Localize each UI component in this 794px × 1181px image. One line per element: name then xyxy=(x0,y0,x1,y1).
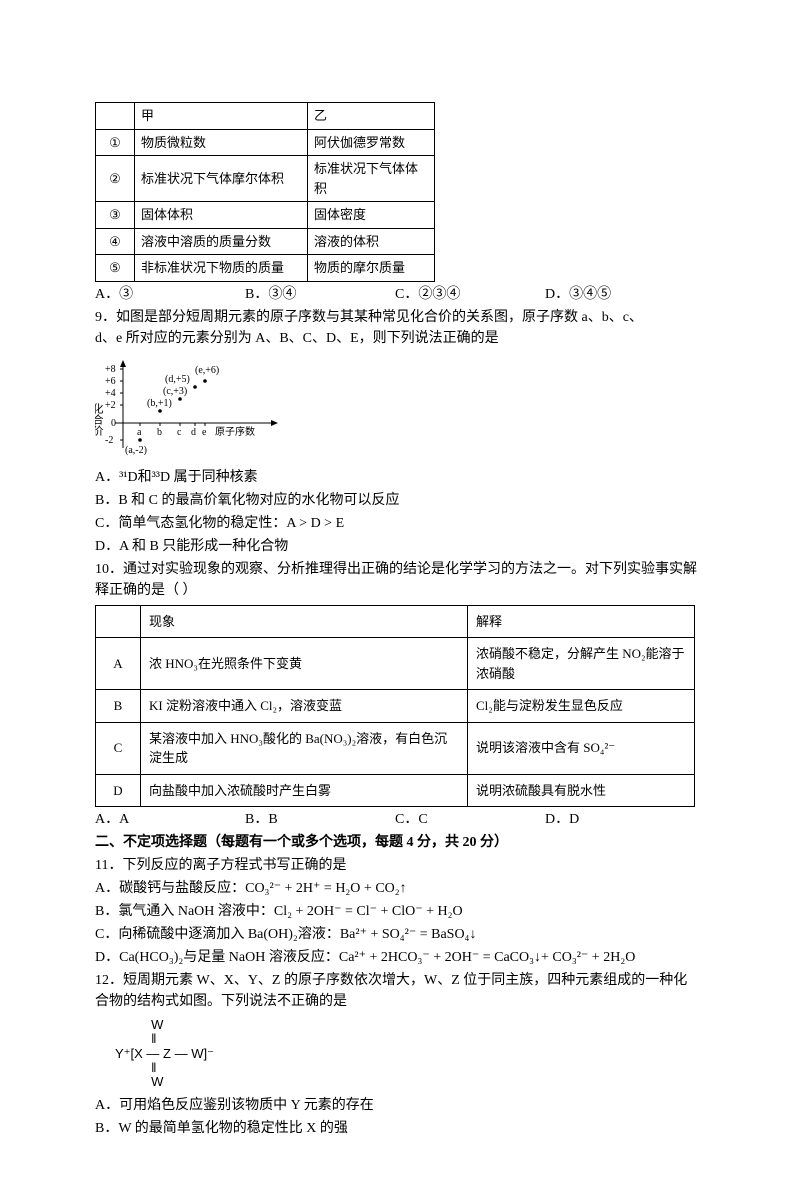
cell: 说明该溶液中含有 SO₄²⁻ xyxy=(468,722,695,774)
q9-chart: +8 +6 +4 +2 0 -2 a b c d e 原子序数 化合价 (a,-… xyxy=(95,353,325,463)
cell: KI 淀粉溶液中通入 Cl₂，溶液变蓝 xyxy=(141,690,468,723)
table-row: 甲 乙 xyxy=(96,103,435,130)
text: W xyxy=(115,1017,163,1032)
option-d: D．D xyxy=(545,809,695,830)
text: W xyxy=(115,1074,163,1089)
cell: 甲 xyxy=(135,103,308,130)
text: Y⁺[X — Z — W]⁻ xyxy=(115,1046,214,1061)
q12-option-a: A．可用焰色反应鉴别该物质中 Y 元素的存在 xyxy=(95,1095,699,1116)
q9-option-c: C．简单气态氢化物的稳定性：A > D > E xyxy=(95,513,699,534)
svg-text:0: 0 xyxy=(111,418,116,429)
table-row: B KI 淀粉溶液中通入 Cl₂，溶液变蓝 Cl₂能与淀粉发生显色反应 xyxy=(96,690,695,723)
q8-options: A．③ B．③④ C．②③④ D．③④⑤ xyxy=(95,284,699,305)
cell: ④ xyxy=(96,228,135,255)
cell xyxy=(96,103,135,130)
table-row: ⑤ 非标准状况下物质的质量 物质的摩尔质量 xyxy=(96,255,435,282)
table-row: D 向盐酸中加入浓硫酸时产生白雾 说明浓硫酸具有脱水性 xyxy=(96,774,695,807)
cell: 阿伏伽德罗常数 xyxy=(308,129,435,156)
text: ‖ xyxy=(115,1060,157,1075)
q12-option-b: B．W 的最简单氢化物的稳定性比 X 的强 xyxy=(95,1118,699,1139)
svg-text:(b,+1): (b,+1) xyxy=(147,398,172,409)
cell: C xyxy=(96,722,141,774)
cell: 物质微粒数 xyxy=(135,129,308,156)
q12-structure: W ‖ Y⁺[X — Z — W]⁻ ‖ W xyxy=(115,1018,699,1089)
table-row: 现象 解释 xyxy=(96,605,695,638)
cell: 溶液中溶质的质量分数 xyxy=(135,228,308,255)
cell: 说明浓硫酸具有脱水性 xyxy=(468,774,695,807)
option-b: B．③④ xyxy=(245,284,395,305)
q11-option-d: D．Ca(HCO₃)₂与足量 NaOH 溶液反应：Ca²⁺ + 2HCO₃⁻ +… xyxy=(95,947,699,968)
cell: ② xyxy=(96,156,135,202)
q11-option-b: B．氯气通入 NaOH 溶液中：Cl₂ + 2OH⁻ = Cl⁻ + ClO⁻ … xyxy=(95,901,699,922)
svg-text:a: a xyxy=(137,427,142,438)
table-row: C 某溶液中加入 HNO₃酸化的 Ba(NO₃)₂溶液，有白色沉淀生成 说明该溶… xyxy=(96,722,695,774)
q11-option-c: C．向稀硫酸中逐滴加入 Ba(OH)₂溶液：Ba²⁺ + SO₄²⁻ = BaS… xyxy=(95,924,699,945)
cell: Cl₂能与淀粉发生显色反应 xyxy=(468,690,695,723)
svg-text:原子序数: 原子序数 xyxy=(215,425,255,438)
svg-text:b: b xyxy=(157,427,162,438)
svg-text:+2: +2 xyxy=(105,400,116,411)
option-c: C．②③④ xyxy=(395,284,545,305)
table-q8: 甲 乙 ① 物质微粒数 阿伏伽德罗常数 ② 标准状况下气体摩尔体积 标准状况下气… xyxy=(95,102,435,282)
table-row: ① 物质微粒数 阿伏伽德罗常数 xyxy=(96,129,435,156)
cell xyxy=(96,605,141,638)
option-a: A．A xyxy=(95,809,245,830)
cell: ⑤ xyxy=(96,255,135,282)
svg-text:(d,+5): (d,+5) xyxy=(165,374,190,385)
table-row: ② 标准状况下气体摩尔体积 标准状况下气体体积 xyxy=(96,156,435,202)
svg-text:c: c xyxy=(177,427,182,438)
section-2-title: 二、不定项选择题（每题有一个或多个选项，每题 4 分，共 20 分） xyxy=(95,832,699,853)
svg-text:d: d xyxy=(191,427,196,438)
text: d、e 所对应的元素分别为 A、B、C、D、E，则下列说法正确的是 xyxy=(95,331,499,346)
cell: 固体体积 xyxy=(135,202,308,229)
option-d: D．③④⑤ xyxy=(545,284,695,305)
cell: A xyxy=(96,638,141,690)
svg-text:(e,+6): (e,+6) xyxy=(195,365,219,376)
q10-stem: 10．通过对实验现象的观察、分析推理得出正确的结论是化学学习的方法之一。对下列实… xyxy=(95,559,699,601)
table-q10: 现象 解释 A 浓 HNO₃在光照条件下变黄 浓硝酸不稳定，分解产生 NO₂能溶… xyxy=(95,605,695,808)
q11-option-a: A．碳酸钙与盐酸反应：CO₃²⁻ + 2H⁺ = H₂O + CO₂↑ xyxy=(95,878,699,899)
cell: 解释 xyxy=(468,605,695,638)
q9-option-b: B．B 和 C 的最高价氧化物对应的水化物可以反应 xyxy=(95,490,699,511)
q11-stem: 11．下列反应的离子方程式书写正确的是 xyxy=(95,855,699,876)
cell: 浓硝酸不稳定，分解产生 NO₂能溶于浓硝酸 xyxy=(468,638,695,690)
option-b: B．B xyxy=(245,809,395,830)
q12-stem: 12．短周期元素 W、X、Y、Z 的原子序数依次增大，W、Z 位于同主族，四种元… xyxy=(95,970,699,1012)
svg-text:-2: -2 xyxy=(105,435,113,446)
table-row: ④ 溶液中溶质的质量分数 溶液的体积 xyxy=(96,228,435,255)
cell: ③ xyxy=(96,202,135,229)
option-a: A．③ xyxy=(95,284,245,305)
svg-text:+6: +6 xyxy=(105,376,116,387)
q9-option-a: A．³¹D和³³D 属于同种核素 xyxy=(95,467,699,488)
text: ‖ xyxy=(115,1031,157,1046)
cell: 溶液的体积 xyxy=(308,228,435,255)
svg-text:+8: +8 xyxy=(105,364,116,375)
table-row: A 浓 HNO₃在光照条件下变黄 浓硝酸不稳定，分解产生 NO₂能溶于浓硝酸 xyxy=(96,638,695,690)
cell: ① xyxy=(96,129,135,156)
svg-text:(a,-2): (a,-2) xyxy=(125,445,147,456)
q9-option-d: D．A 和 B 只能形成一种化合物 xyxy=(95,536,699,557)
cell: 标准状况下气体摩尔体积 xyxy=(135,156,308,202)
cell: 向盐酸中加入浓硫酸时产生白雾 xyxy=(141,774,468,807)
q10-options: A．A B．B C．C D．D xyxy=(95,809,699,830)
text: 9．如图是部分短周期元素的原子序数与其某种常见化合价的关系图，原子序数 a、b、… xyxy=(95,310,643,325)
svg-text:+4: +4 xyxy=(105,388,116,399)
cell: D xyxy=(96,774,141,807)
svg-text:(c,+3): (c,+3) xyxy=(163,386,187,397)
table-row: ③ 固体体积 固体密度 xyxy=(96,202,435,229)
cell: 标准状况下气体体积 xyxy=(308,156,435,202)
cell: 固体密度 xyxy=(308,202,435,229)
svg-text:化合价: 化合价 xyxy=(95,401,104,435)
cell: B xyxy=(96,690,141,723)
q9-stem: 9．如图是部分短周期元素的原子序数与其某种常见化合价的关系图，原子序数 a、b、… xyxy=(95,307,699,349)
option-c: C．C xyxy=(395,809,545,830)
cell: 乙 xyxy=(308,103,435,130)
cell: 物质的摩尔质量 xyxy=(308,255,435,282)
cell: 现象 xyxy=(141,605,468,638)
svg-text:e: e xyxy=(202,427,207,438)
cell: 某溶液中加入 HNO₃酸化的 Ba(NO₃)₂溶液，有白色沉淀生成 xyxy=(141,722,468,774)
cell: 浓 HNO₃在光照条件下变黄 xyxy=(141,638,468,690)
cell: 非标准状况下物质的质量 xyxy=(135,255,308,282)
